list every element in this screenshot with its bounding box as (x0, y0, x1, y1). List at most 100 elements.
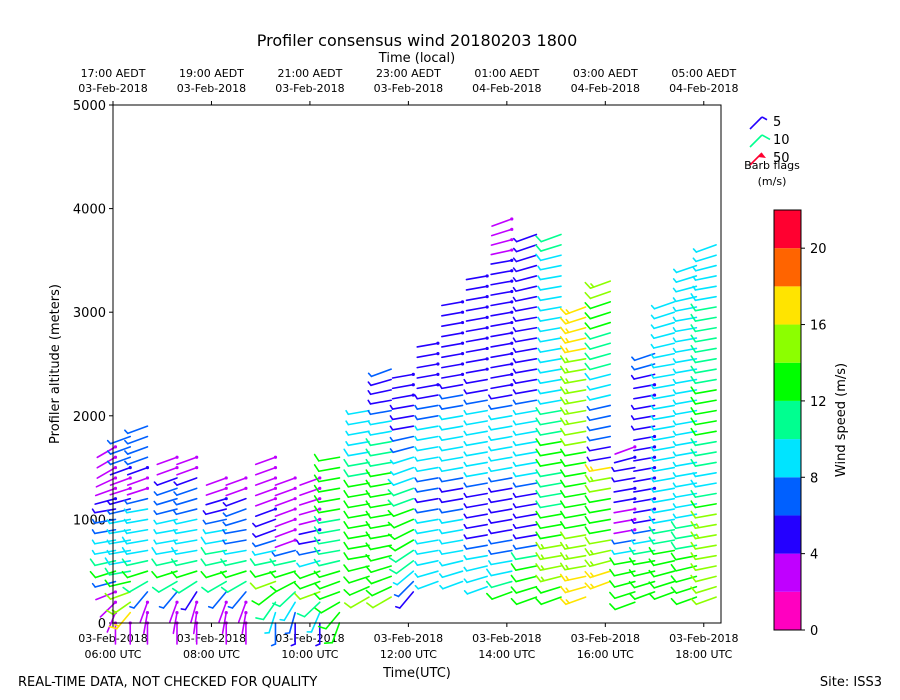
barb-half-feather (488, 560, 492, 566)
barb-shaft (94, 580, 117, 588)
wind-barb (438, 528, 464, 535)
barb-feather (690, 586, 697, 594)
barb-shaft (370, 378, 392, 387)
barb-shaft (514, 544, 538, 550)
barb-calm-dot (224, 486, 228, 490)
barb-shaft (540, 233, 562, 243)
barb-shaft (653, 570, 676, 578)
barb-shaft (176, 466, 198, 476)
barb-feather (343, 552, 350, 561)
wind-barb (584, 372, 612, 381)
wind-barb (537, 337, 562, 343)
wind-barb (537, 264, 562, 271)
barb-shaft (589, 363, 612, 371)
barb-feather (269, 570, 276, 579)
wind-barb (438, 446, 464, 452)
barb-half-feather (463, 482, 468, 488)
wind-barb (345, 430, 370, 436)
wind-barb (151, 580, 178, 593)
barb-half-feather (123, 529, 128, 535)
barb-half-feather (650, 508, 655, 514)
wind-barb (648, 591, 676, 600)
barb-shaft (392, 487, 415, 497)
wind-barb (414, 425, 439, 431)
wind-barb (690, 574, 717, 583)
wind-barb (220, 570, 247, 579)
barb-feather (313, 474, 320, 483)
barb-shaft (391, 404, 415, 410)
wind-barb (584, 301, 612, 310)
wind-barb (156, 455, 179, 466)
wind-barb (389, 404, 415, 410)
barb-half-feather (463, 461, 468, 467)
wind-barb (169, 600, 179, 623)
barb-feather (170, 558, 177, 567)
barb-half-feather (172, 529, 177, 535)
barb-calm-dot (460, 352, 465, 356)
wind-barb (274, 497, 297, 507)
barb-half-feather (512, 544, 517, 550)
barb-shaft (490, 228, 513, 237)
wind-barb (123, 518, 149, 524)
barb-shaft (318, 580, 341, 590)
barb-shaft (126, 435, 149, 445)
wind-barb (438, 560, 464, 567)
barb-half-feather (540, 565, 545, 571)
barb-half-feather (692, 248, 698, 253)
barb-feather (535, 510, 542, 519)
barb-feather (365, 438, 372, 447)
wind-barb (438, 466, 464, 473)
bottom-tick-date: 03-Feb-2018 (78, 632, 147, 645)
wind-barb (389, 435, 415, 442)
barb-shaft (613, 580, 636, 588)
barb-feather (269, 558, 276, 567)
wind-barb (486, 591, 513, 600)
barb-half-feather (672, 316, 677, 322)
barb-half-feather (565, 309, 570, 314)
barb-half-feather (438, 477, 443, 483)
wind-barb (559, 521, 587, 530)
barb-feather (609, 580, 616, 588)
barb-shaft (652, 456, 676, 462)
barb-shaft (490, 435, 513, 441)
barb-half-feather (463, 566, 468, 572)
barb-shaft (416, 352, 439, 359)
wind-barb (365, 438, 392, 447)
barb-shaft (465, 523, 488, 530)
wind-barb (269, 558, 296, 567)
barb-half-feather (222, 501, 227, 507)
barb-calm-dot (318, 507, 322, 511)
barb-shaft (694, 461, 717, 467)
barb-shaft (694, 430, 717, 436)
wind-barb (614, 445, 637, 455)
wind-barb (690, 552, 717, 561)
barb-feather (559, 521, 566, 530)
plot-frame (112, 104, 722, 624)
barb-shaft (694, 347, 717, 353)
barb-feather (559, 448, 566, 457)
wind-barb (584, 280, 612, 290)
wind-barb (670, 585, 698, 594)
barb-calm-dot (195, 600, 199, 604)
barb-calm-dot (485, 367, 489, 371)
barb-feather (510, 563, 517, 571)
wind-barb (650, 446, 676, 452)
barb-half-feather (153, 519, 158, 525)
wind-barb (537, 275, 562, 281)
barb-shaft (254, 549, 277, 556)
barb-half-feather (692, 257, 697, 263)
wind-barb (584, 548, 612, 556)
wind-barb (490, 238, 514, 246)
barb-half-feather (251, 550, 256, 556)
barb-half-feather (463, 441, 468, 447)
barb-shaft (466, 575, 488, 584)
barb-calm-dot (485, 315, 489, 319)
barb-feather (200, 558, 207, 567)
barb-calm-dot (318, 486, 322, 490)
barb-half-feather (512, 420, 517, 426)
barb-half-feather (650, 314, 656, 320)
barb-half-feather (173, 500, 178, 506)
barb-feather (535, 448, 542, 457)
wind-barb (416, 352, 440, 359)
barb-shaft (588, 528, 612, 535)
